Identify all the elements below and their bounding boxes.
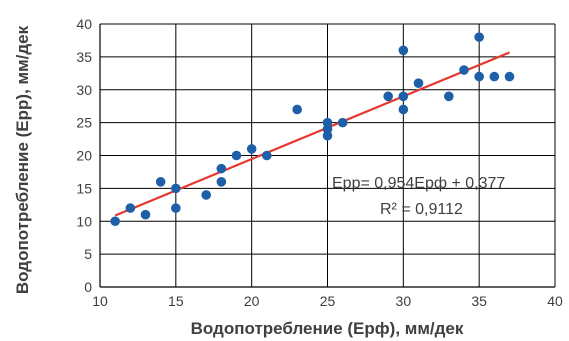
y-tick-label-35: 35	[76, 49, 92, 65]
data-point-15	[322, 117, 333, 128]
data-point-18	[398, 104, 409, 115]
data-point-4	[171, 183, 181, 194]
x-tick-label-40: 40	[547, 293, 563, 309]
x-tick-label-25: 25	[320, 293, 336, 309]
data-point-26	[489, 71, 500, 82]
gridlines	[99, 23, 556, 288]
trendline-group	[114, 51, 510, 217]
r-squared-label: R² = 0,9112	[380, 201, 463, 218]
data-point-3	[155, 177, 166, 187]
y-tick-label-15: 15	[76, 180, 92, 196]
x-tick-label-20: 20	[244, 293, 260, 309]
y-tick-label-0: 0	[84, 279, 92, 295]
data-point-7	[216, 177, 227, 187]
x-axis-title: Водопотребление (Ерф), мм/дек	[191, 319, 464, 338]
data-point-20	[398, 45, 409, 56]
data-points	[110, 32, 515, 227]
data-point-17	[383, 91, 393, 102]
data-point-19	[398, 91, 409, 102]
x-tick-label-15: 15	[168, 293, 184, 309]
data-point-11	[262, 150, 272, 161]
data-point-8	[216, 163, 227, 174]
data-point-10	[246, 144, 257, 154]
data-point-21	[413, 78, 424, 88]
data-point-27	[504, 71, 515, 82]
x-tick-label-10: 10	[92, 293, 108, 309]
y-tick-label-10: 10	[76, 213, 92, 229]
data-point-0	[110, 216, 120, 227]
y-tick-label-5: 5	[84, 246, 92, 262]
data-point-1	[125, 203, 136, 213]
y-tick-label-40: 40	[76, 16, 92, 32]
x-tick-label-35: 35	[471, 293, 487, 309]
data-point-24	[474, 32, 484, 42]
data-point-9	[231, 150, 242, 161]
tick-labels: 10 15 20 25 30 35 40 0 5 10 15 20 25 30 35 40	[76, 16, 563, 309]
y-tick-label-20: 20	[76, 148, 92, 164]
data-point-6	[201, 190, 211, 200]
y-tick-label-25: 25	[76, 115, 92, 131]
y-tick-label-30: 30	[76, 82, 92, 98]
data-point-25	[474, 71, 484, 82]
trendline-equation: Ерр= 0,954Ерф + 0,377	[332, 175, 505, 192]
x-tick-label-30: 30	[396, 293, 412, 309]
axes	[99, 24, 555, 288]
data-point-16	[337, 117, 348, 128]
data-point-2	[140, 209, 151, 220]
data-point-12	[292, 104, 302, 115]
y-axis-title: Водопотребление (Ерр), мм/дек	[13, 25, 32, 294]
data-point-13	[322, 130, 333, 141]
data-point-23	[459, 65, 469, 75]
data-point-14	[322, 124, 333, 134]
data-point-5	[171, 203, 181, 213]
data-point-22	[444, 91, 454, 102]
trendline	[114, 51, 510, 217]
